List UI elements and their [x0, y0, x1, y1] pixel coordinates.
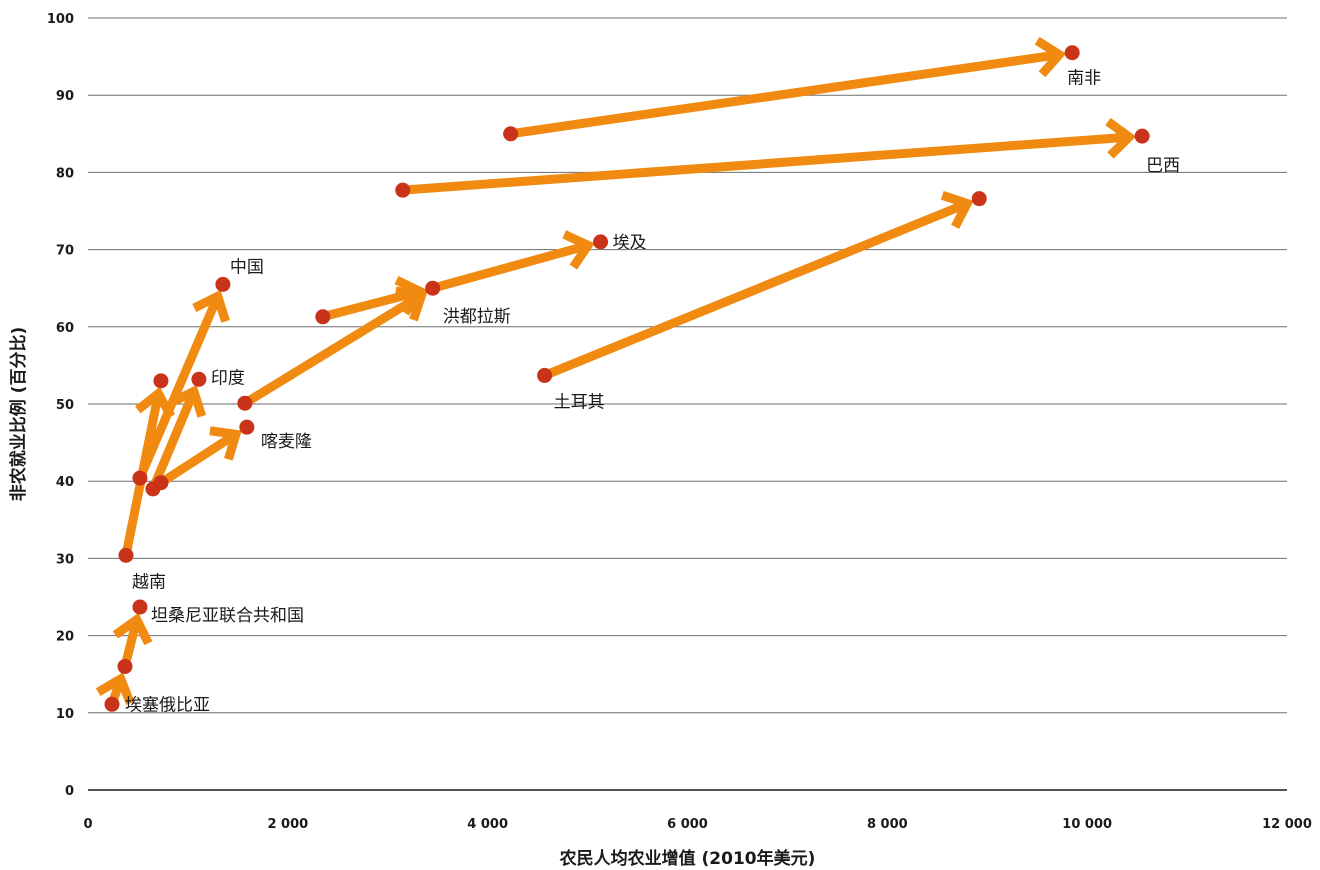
data-point [593, 234, 609, 250]
arrow-shaft [542, 200, 966, 380]
x-tick-label: 2 000 [267, 817, 308, 832]
arrow-shaft [510, 50, 1056, 139]
country-label: 巴西 [1146, 156, 1180, 176]
data-point [503, 126, 519, 142]
arrow-head [134, 386, 176, 419]
arrow-shaft [158, 432, 236, 487]
country-label: 洪都拉斯 [443, 307, 511, 327]
data-points [104, 45, 1150, 712]
x-tick-label: 12 000 [1262, 817, 1312, 832]
data-point [104, 696, 120, 712]
y-tick-label: 50 [56, 398, 74, 413]
arrow-head [209, 426, 242, 461]
data-point [153, 475, 169, 491]
data-point [1064, 45, 1080, 61]
arrow-shaft [148, 393, 197, 491]
arrow-head [95, 672, 135, 705]
y-tick-label: 70 [56, 244, 74, 259]
trajectory-arrows [95, 36, 1137, 706]
data-point [117, 658, 133, 674]
arrow-shaft [321, 288, 418, 322]
data-point [191, 371, 207, 387]
data-point [239, 419, 255, 435]
y-tick-label: 80 [56, 166, 74, 181]
arrow-shaft [402, 132, 1126, 195]
country-label: 土耳其 [554, 392, 605, 412]
trajectory-arrow [158, 426, 242, 487]
trajectory-arrow [321, 275, 427, 322]
x-axis-title: 农民人均农业增值 (2010年美元) [559, 848, 816, 869]
y-axis-title: 非农就业比例 (百分比) [8, 327, 29, 501]
data-point [395, 182, 411, 198]
data-point [425, 280, 441, 296]
country-label: 南非 [1067, 69, 1101, 89]
data-point [118, 547, 134, 563]
data-point [153, 373, 169, 389]
country-label: 中国 [230, 257, 264, 277]
data-point [237, 395, 253, 411]
country-label: 埃塞俄比亚 [125, 695, 210, 715]
country-label: 埃及 [613, 233, 647, 253]
data-point [132, 599, 148, 615]
x-tick-label: 4 000 [467, 817, 508, 832]
arrow-head [1034, 36, 1067, 78]
y-tick-label: 100 [47, 12, 74, 27]
data-point [132, 470, 148, 486]
arrow-head [940, 191, 974, 229]
data-point [971, 191, 987, 207]
trajectory-arrow [242, 286, 428, 408]
x-tick-label: 10 000 [1062, 817, 1112, 832]
data-point [537, 367, 553, 383]
country-label: 喀麦隆 [261, 432, 312, 452]
trajectory-arrow [510, 36, 1067, 139]
arrow-shaft [242, 293, 421, 408]
trajectory-arrow [402, 117, 1137, 195]
country-label: 坦桑尼亚联合共和国 [151, 606, 304, 626]
data-point [1134, 128, 1150, 144]
data-point [215, 276, 231, 292]
trajectory-arrow [542, 191, 974, 380]
y-axis-ticks: 0 10 20 30 40 50 60 70 80 90 100 [47, 12, 74, 799]
trajectory-arrow [112, 612, 153, 668]
y-tick-label: 40 [56, 475, 74, 490]
gridlines [88, 17, 1287, 791]
country-label: 越南 [132, 572, 166, 592]
y-tick-label: 20 [56, 630, 74, 645]
x-tick-label: 8 000 [867, 817, 908, 832]
arrow-shaft [135, 298, 221, 480]
y-tick-label: 10 [56, 707, 74, 722]
arrow-shaft [431, 242, 586, 293]
trajectory-arrow [431, 230, 595, 293]
data-point [315, 309, 331, 325]
arrow-head [1105, 117, 1137, 159]
y-tick-label: 0 [65, 784, 74, 799]
arrow-head [394, 286, 428, 322]
arrow-head [168, 384, 207, 418]
x-tick-label: 0 [83, 817, 92, 832]
country-label: 印度 [211, 368, 245, 388]
arrow-head [562, 230, 595, 270]
trajectory-arrow [135, 289, 230, 480]
x-axis-ticks: 0 2 000 4 000 6 000 8 000 10 000 12 000 [83, 817, 1311, 832]
y-tick-label: 60 [56, 321, 74, 336]
y-tick-label: 90 [56, 89, 74, 104]
arrow-head [112, 612, 153, 646]
y-tick-label: 30 [56, 552, 74, 567]
trajectory-arrow [148, 384, 207, 491]
x-tick-label: 6 000 [667, 817, 708, 832]
arrow-head [192, 289, 230, 323]
